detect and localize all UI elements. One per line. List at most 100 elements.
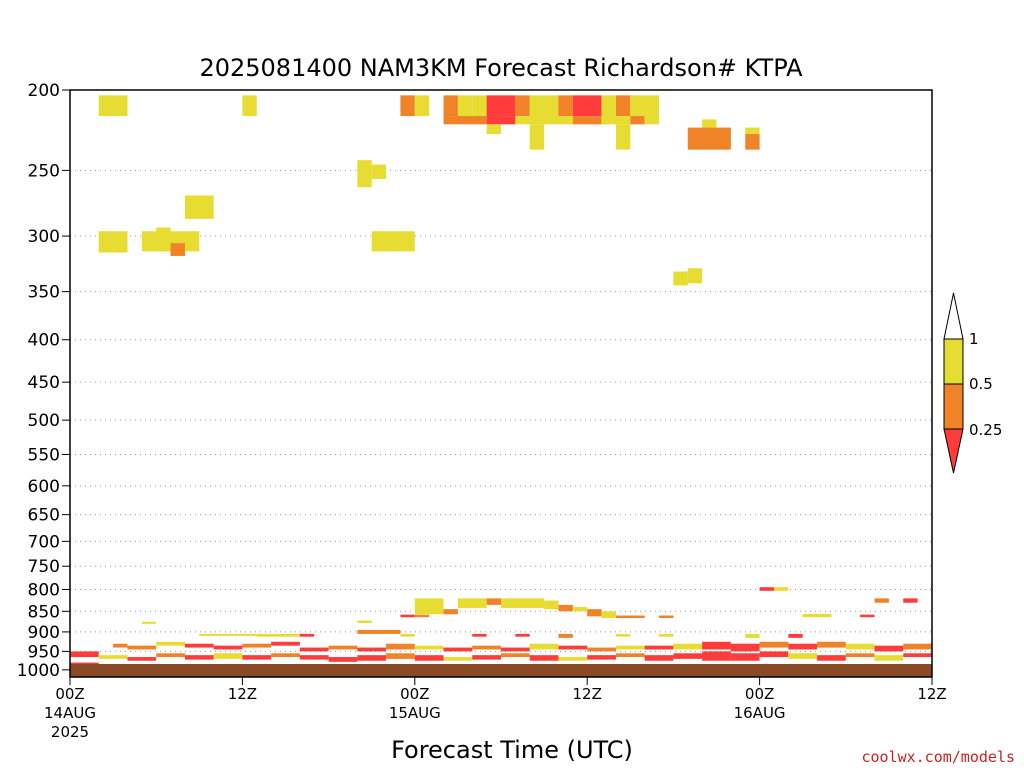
data-cell <box>213 645 243 650</box>
data-cell <box>213 653 243 659</box>
y-tick-label: 200 <box>28 81 60 101</box>
y-tick-label: 550 <box>28 445 60 465</box>
data-cell <box>156 227 171 252</box>
colorbar-label: 0.25 <box>969 421 1002 439</box>
credit-text: coolwx.com/models <box>861 748 1015 766</box>
colorbar-legend: 1 0.5 0.25 <box>943 292 1002 474</box>
data-cell <box>98 95 128 117</box>
data-cell <box>659 633 674 637</box>
data-cell <box>501 647 530 652</box>
data-cell <box>113 231 128 253</box>
x-tick-label: 12Z <box>917 685 946 703</box>
data-cell <box>98 231 114 253</box>
data-cell <box>644 655 674 661</box>
data-cell <box>170 243 185 256</box>
data-cell <box>615 633 631 637</box>
data-cell <box>615 124 631 150</box>
data-cell <box>529 655 559 661</box>
data-cell <box>615 645 645 650</box>
data-cell <box>184 195 214 219</box>
data-cell <box>558 604 573 612</box>
data-cell <box>501 598 545 608</box>
data-cell <box>673 643 703 650</box>
ground-band <box>70 664 932 677</box>
data-cell <box>501 653 530 658</box>
data-cell <box>141 621 157 624</box>
data-cell <box>673 271 688 286</box>
data-cell <box>486 116 516 125</box>
data-cell <box>414 655 444 661</box>
data-cell <box>601 95 616 117</box>
data-cell <box>472 633 487 637</box>
y-tick-label: 250 <box>28 161 60 181</box>
data-cell <box>443 95 458 117</box>
data-cell <box>745 633 760 638</box>
data-cell <box>845 643 875 650</box>
data-cell <box>357 160 372 188</box>
data-cell <box>400 614 415 618</box>
data-cell <box>127 645 157 650</box>
data-cells <box>70 95 932 672</box>
data-cell <box>256 633 300 637</box>
data-cell <box>386 643 415 650</box>
data-cell <box>587 655 616 660</box>
data-cell <box>299 633 315 637</box>
data-cell <box>730 643 760 652</box>
data-cell <box>515 95 530 117</box>
data-cell <box>817 655 846 661</box>
data-cell <box>558 95 573 117</box>
x-tick-label: 16AUG <box>734 704 786 722</box>
data-cell <box>544 600 559 610</box>
data-cell <box>558 633 573 638</box>
x-tick-label: 14AUG <box>44 704 96 722</box>
plot-frame <box>69 89 933 678</box>
data-cell <box>759 641 789 648</box>
x-tick-label: 00Z <box>745 685 774 703</box>
data-cell <box>529 95 559 117</box>
x-tick-label: 12Z <box>228 685 257 703</box>
data-cell <box>70 651 99 658</box>
colorbar-label: 0.5 <box>969 375 993 393</box>
data-cell <box>687 268 703 284</box>
data-cell <box>759 587 774 591</box>
data-cell <box>615 95 631 117</box>
data-cell <box>874 645 904 652</box>
data-cell <box>414 95 430 117</box>
data-cell <box>414 614 430 618</box>
data-cell <box>457 598 487 608</box>
data-cell <box>601 116 631 125</box>
data-cell <box>486 598 501 605</box>
colorbar-top-triangle <box>943 292 964 340</box>
data-cell <box>615 615 645 619</box>
data-cell <box>702 641 731 650</box>
data-cell <box>673 653 703 659</box>
data-cell <box>601 611 616 619</box>
y-tick-label: 450 <box>28 373 60 393</box>
data-cell <box>788 633 803 638</box>
data-cell <box>558 645 588 650</box>
colorbar-bin <box>943 383 964 430</box>
data-cell <box>515 633 530 637</box>
data-cell <box>745 127 760 135</box>
data-cell <box>845 653 875 658</box>
data-cell <box>443 647 473 652</box>
data-cell <box>630 95 660 117</box>
data-cell <box>903 653 932 658</box>
x-tick-label: 12Z <box>573 685 602 703</box>
data-cell <box>572 116 602 125</box>
data-cell <box>874 655 904 661</box>
data-cell <box>874 598 889 603</box>
data-cell <box>802 613 832 618</box>
data-cell <box>587 609 602 617</box>
grid-lines <box>70 169 932 671</box>
data-cell <box>156 641 185 646</box>
data-cell <box>400 633 415 637</box>
data-cell <box>501 95 516 117</box>
y-tick-label: 600 <box>28 477 60 497</box>
data-cell <box>529 124 545 150</box>
data-cell <box>357 629 401 634</box>
data-cell <box>572 607 588 612</box>
data-cell <box>730 653 760 661</box>
